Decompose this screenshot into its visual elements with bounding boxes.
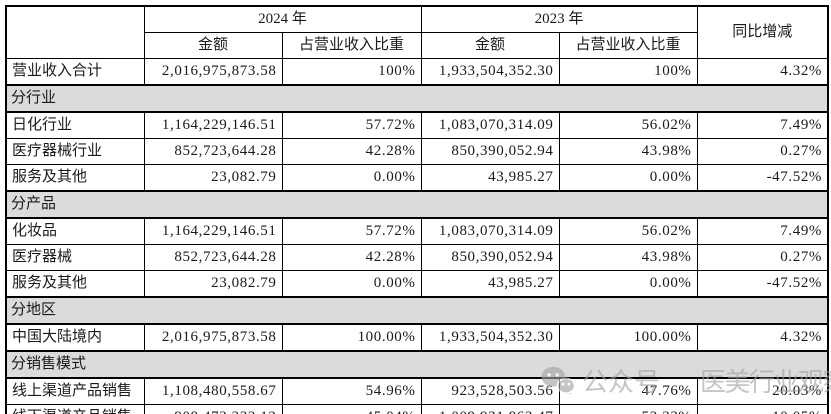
amount-2023-header: 金额: [420, 32, 560, 59]
amount-2024: 2,016,975,873.58: [143, 323, 283, 352]
share-2023: 47.76%: [558, 377, 698, 405]
share-2023: 100%: [558, 58, 698, 86]
section-row-by-industry: 分行业: [5, 84, 829, 113]
share-2023: 56.02%: [558, 217, 698, 245]
share-2023: 0.00%: [558, 164, 698, 192]
yoy-value: -47.52%: [696, 164, 829, 192]
share-2024: 42.28%: [281, 244, 422, 271]
section-row-by-product: 分产品: [5, 190, 829, 219]
share-2024-header: 占营业收入比重: [281, 32, 422, 59]
amount-2024: 908,472,232.12: [143, 404, 283, 414]
share-2024: 100.00%: [281, 323, 422, 352]
share-2023: 0.00%: [558, 270, 698, 298]
share-2024: 57.72%: [281, 111, 422, 139]
revenue-breakdown-table: 2024 年 2023 年 同比增减 金额 占营业收入比重 金额 占营业收入比重…: [5, 5, 830, 414]
share-2023: 52.23%: [558, 404, 698, 414]
amount-2024: 1,164,229,146.51: [143, 111, 283, 139]
share-2023-header: 占营业收入比重: [558, 32, 698, 59]
table-row-daily-chemical: 日化行业 1,164,229,146.51 57.72% 1,083,070,3…: [5, 111, 829, 139]
year-2023-header: 2023 年: [420, 5, 698, 33]
section-label: 分产品: [5, 190, 829, 219]
yoy-value: 7.49%: [696, 111, 829, 139]
header-row-measures: 金额 占营业收入比重 金额 占营业收入比重: [6, 32, 828, 59]
section-row-by-sales-model: 分销售模式: [5, 350, 829, 379]
section-row-by-region: 分地区: [5, 296, 829, 325]
amount-2023: 1,933,504,352.30: [420, 58, 560, 86]
share-2024: 100%: [281, 58, 422, 86]
table-row-services-other: 服务及其他 23,082.79 0.00% 43,985.27 0.00% -4…: [5, 164, 829, 192]
share-2024: 57.72%: [281, 217, 422, 245]
amount-2023: 1,083,070,314.09: [420, 217, 560, 245]
table-row-services-other: 服务及其他 23,082.79 0.00% 43,985.27 0.00% -4…: [5, 270, 829, 298]
amount-2023: 43,985.27: [420, 164, 560, 192]
amount-2024: 1,164,229,146.51: [143, 217, 283, 245]
yoy-value: -10.05%: [696, 404, 829, 414]
amount-2023: 1,933,504,352.30: [420, 323, 560, 352]
table-row-medical-device-industry: 医疗器械行业 852,723,644.28 42.28% 850,390,052…: [5, 138, 829, 165]
amount-2023: 923,528,503.56: [420, 377, 560, 405]
amount-2024: 852,723,644.28: [143, 138, 283, 165]
table-row-mainland-china: 中国大陆境内 2,016,975,873.58 100.00% 1,933,50…: [5, 323, 829, 352]
section-label: 分地区: [5, 296, 829, 325]
row-label: 化妆品: [5, 217, 145, 245]
amount-2023: 1,009,931,863.47: [420, 404, 560, 414]
row-label: 日化行业: [5, 111, 145, 139]
yoy-value: 0.27%: [696, 138, 829, 165]
row-label: 服务及其他: [5, 164, 145, 192]
amount-2024-header: 金额: [143, 32, 283, 59]
yoy-value: 4.32%: [696, 58, 829, 86]
amount-2024: 23,082.79: [143, 270, 283, 298]
amount-2023: 43,985.27: [420, 270, 560, 298]
yoy-value: -47.52%: [696, 270, 829, 298]
table-row-offline-channel: 线下渠道产品销售 908,472,232.12 45.04% 1,009,931…: [5, 404, 829, 414]
share-2024: 0.00%: [281, 164, 422, 192]
share-2023: 56.02%: [558, 111, 698, 139]
header-row-years: 2024 年 2023 年 同比增减: [5, 5, 829, 59]
share-2024: 0.00%: [281, 270, 422, 298]
table-row-cosmetics: 化妆品 1,164,229,146.51 57.72% 1,083,070,31…: [5, 217, 829, 245]
share-2023: 43.98%: [558, 138, 698, 165]
share-2023: 43.98%: [558, 244, 698, 271]
amount-2023: 850,390,052.94: [420, 244, 560, 271]
yoy-value: 0.27%: [696, 244, 829, 271]
section-label: 分行业: [5, 84, 829, 113]
amount-2024: 23,082.79: [143, 164, 283, 192]
share-2024: 45.04%: [281, 404, 422, 414]
row-label: 医疗器械: [5, 244, 145, 271]
yoy-value: 4.32%: [696, 323, 829, 352]
row-label: 服务及其他: [5, 270, 145, 298]
revenue-total-row: 营业收入合计 2,016,975,873.58 100% 1,933,504,3…: [5, 58, 829, 86]
row-label: 线上渠道产品销售: [5, 377, 145, 405]
amount-2023: 1,083,070,314.09: [420, 111, 560, 139]
year-2024-header: 2024 年: [143, 5, 422, 33]
yoy-value: 7.49%: [696, 217, 829, 245]
yoy-value: 20.03%: [696, 377, 829, 405]
row-label: 中国大陆境内: [5, 323, 145, 352]
amount-2023: 850,390,052.94: [420, 138, 560, 165]
share-2024: 54.96%: [281, 377, 422, 405]
row-label: 线下渠道产品销售: [5, 404, 145, 414]
table-row-medical-devices: 医疗器械 852,723,644.28 42.28% 850,390,052.9…: [5, 244, 829, 271]
yoy-header: 同比增减: [696, 5, 829, 59]
share-2024: 42.28%: [281, 138, 422, 165]
table-row-online-channel: 线上渠道产品销售 1,108,480,558.67 54.96% 923,528…: [5, 377, 829, 405]
amount-2024: 1,108,480,558.67: [143, 377, 283, 405]
amount-2024: 852,723,644.28: [143, 244, 283, 271]
amount-2024: 2,016,975,873.58: [143, 58, 283, 86]
row-label: 营业收入合计: [5, 58, 145, 86]
row-label: 医疗器械行业: [5, 138, 145, 165]
section-label: 分销售模式: [5, 350, 829, 379]
corner-blank-cell: [5, 5, 145, 59]
share-2023: 100.00%: [558, 323, 698, 352]
